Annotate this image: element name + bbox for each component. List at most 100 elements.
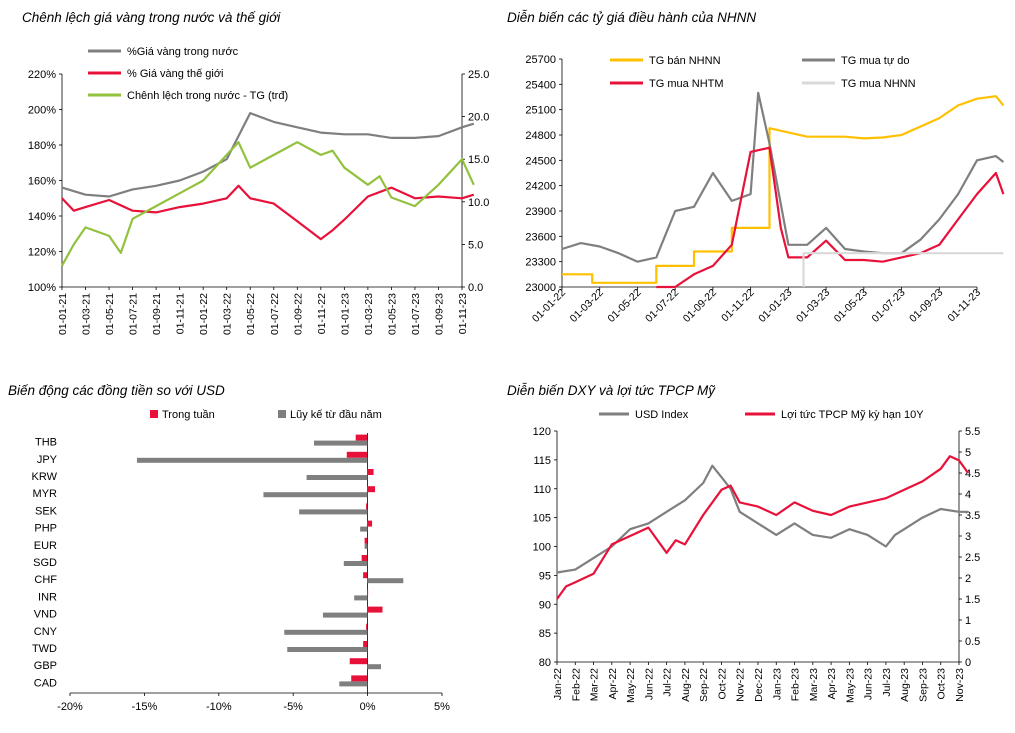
y-tick-label: 220%	[28, 69, 56, 81]
x-tick-label: 01-03-21	[81, 293, 93, 335]
bar-ytd	[299, 509, 368, 515]
y-tick-label: 110	[533, 484, 551, 496]
x-tick-label: 01-05-21	[104, 293, 116, 335]
category-label: TWD	[32, 643, 57, 655]
x-tick-label: 01-05-23	[832, 287, 870, 325]
x-tick-label: May-23	[844, 668, 856, 703]
y-right-tick-label: 15.0	[468, 154, 489, 166]
category-label: SGD	[33, 557, 57, 569]
x-tick-label: 01-11-23	[457, 293, 469, 334]
chart-title: Chênh lệch giá vàng trong nước và thế gi…	[22, 10, 281, 25]
legend-swatch	[150, 410, 158, 418]
legend-label: Lợi tức TPCP Mỹ kỳ hạn 10Y	[781, 409, 924, 421]
legend-label: USD Index	[635, 409, 689, 421]
exchange-rate-chart: 23000 23300 23600 23900 24200 24500 24800 25100…	[525, 54, 1005, 325]
bar-weekly	[349, 658, 368, 665]
category-label: CHF	[34, 574, 57, 586]
category-label: PHP	[34, 523, 57, 535]
x-tick-label: 01-03-23	[363, 293, 375, 335]
x-tick-label: Aug-23	[899, 668, 911, 702]
x-tick-label: 01-01-23	[756, 287, 794, 325]
legend-label: % Giá vàng thế giới	[127, 68, 224, 80]
bar-ytd	[322, 612, 368, 618]
y-right-tick-label: 2	[965, 573, 971, 585]
legend-label: Lũy kế từ đầu năm	[290, 409, 382, 421]
y-right-tick-label: 25.0	[468, 69, 489, 81]
y-right-tick-label: 1.5	[965, 594, 980, 606]
x-tick-label: 01-07-21	[128, 293, 140, 335]
x-tick-label: Dec-22	[753, 668, 765, 702]
legend-label: %Giá vàng trong nước	[127, 46, 239, 58]
x-tick-label: Mar-23	[808, 668, 820, 701]
y-right-tick-label: 1	[965, 615, 971, 627]
y-tick-label: 80	[539, 657, 551, 669]
bar-ytd	[367, 578, 404, 584]
bar-weekly	[363, 572, 368, 579]
series-line	[61, 184, 475, 241]
y-right-tick-label: 3.5	[965, 510, 980, 522]
legend-label: TG mua NHTM	[649, 78, 724, 90]
y-tick-label: 24800	[525, 130, 556, 142]
category-label: SEK	[35, 505, 58, 517]
y-right-tick-label: 0.0	[468, 282, 483, 294]
chart-title: Diễn biến DXY và lợi tức TPCP Mỹ	[507, 383, 716, 398]
category-label: MYR	[33, 488, 58, 500]
x-tick-label: Jan-23	[771, 668, 783, 700]
x-tick-label: 01-11-22	[316, 293, 328, 334]
series-line	[561, 91, 1005, 263]
bar-ytd	[367, 664, 381, 670]
gold-spread-chart: 100% 120% 140% 160% 180% 200% 220% 0.0 5.0 10.0 15…	[28, 46, 490, 335]
y-tick-label: 95	[539, 570, 551, 582]
y-tick-label: 23300	[525, 257, 556, 269]
category-label: GBP	[34, 660, 57, 672]
x-tick-label: Jun-23	[863, 668, 875, 700]
x-tick-label: Jul-22	[662, 668, 674, 697]
x-tick-label: Apr-22	[607, 668, 619, 700]
y-tick-label: 24200	[525, 181, 556, 193]
y-right-tick-label: 4.5	[965, 468, 980, 480]
y-tick-label: 180%	[28, 140, 56, 152]
x-tick-label: Apr-23	[826, 668, 838, 700]
currency-chart-panel: Biến động các đồng tiền so với USD -20% -…	[0, 376, 507, 733]
x-tick-label: Oct-23	[936, 668, 948, 700]
y-tick-label: 25100	[525, 105, 556, 117]
x-tick-label: -20%	[57, 701, 83, 713]
x-tick-label: May-22	[625, 668, 637, 703]
y-right-tick-label: 10.0	[468, 197, 489, 209]
x-tick-label: -10%	[206, 701, 232, 713]
x-tick-label: Mar-22	[589, 668, 601, 701]
bar-weekly	[367, 589, 369, 596]
x-tick-label: 5%	[434, 701, 450, 713]
y-right-tick-label: 5.0	[468, 239, 483, 251]
y-tick-label: 85	[539, 628, 551, 640]
x-tick-label: 01-09-23	[907, 287, 945, 325]
x-tick-label: -5%	[283, 701, 303, 713]
chart-title: Biến động các đồng tiền so với USD	[8, 383, 225, 398]
bar-ytd	[364, 543, 368, 549]
series-line	[562, 95, 1005, 284]
y-right-tick-label: 0	[965, 657, 971, 669]
category-label: JPY	[37, 454, 58, 466]
x-tick-label: 01-09-23	[433, 293, 445, 335]
x-tick-label: 01-01-21	[57, 293, 69, 335]
legend-label: TG mua tự do	[841, 55, 910, 67]
bar-weekly	[367, 469, 374, 475]
y-tick-label: 25400	[525, 79, 556, 91]
y-tick-label: 100%	[28, 282, 56, 294]
x-tick-label: 01-01-23	[339, 293, 351, 335]
bar-weekly	[346, 451, 368, 458]
x-tick-label: 01-07-22	[643, 287, 681, 325]
bar-ytd	[360, 526, 368, 532]
y-tick-label: 23000	[525, 282, 556, 294]
bar-weekly	[363, 641, 368, 647]
bar-ytd	[314, 440, 368, 446]
x-tick-label: 01-09-21	[151, 293, 163, 335]
x-tick-label: Aug-22	[680, 668, 692, 702]
bar-ytd	[354, 595, 368, 601]
x-tick-label: 01-05-22	[245, 293, 257, 335]
x-tick-label: 01-05-22	[605, 287, 643, 325]
x-tick-label: 01-03-22	[222, 293, 234, 335]
category-label: CNY	[34, 626, 58, 638]
x-tick-label: Oct-22	[716, 668, 728, 700]
category-label: VND	[34, 609, 57, 621]
